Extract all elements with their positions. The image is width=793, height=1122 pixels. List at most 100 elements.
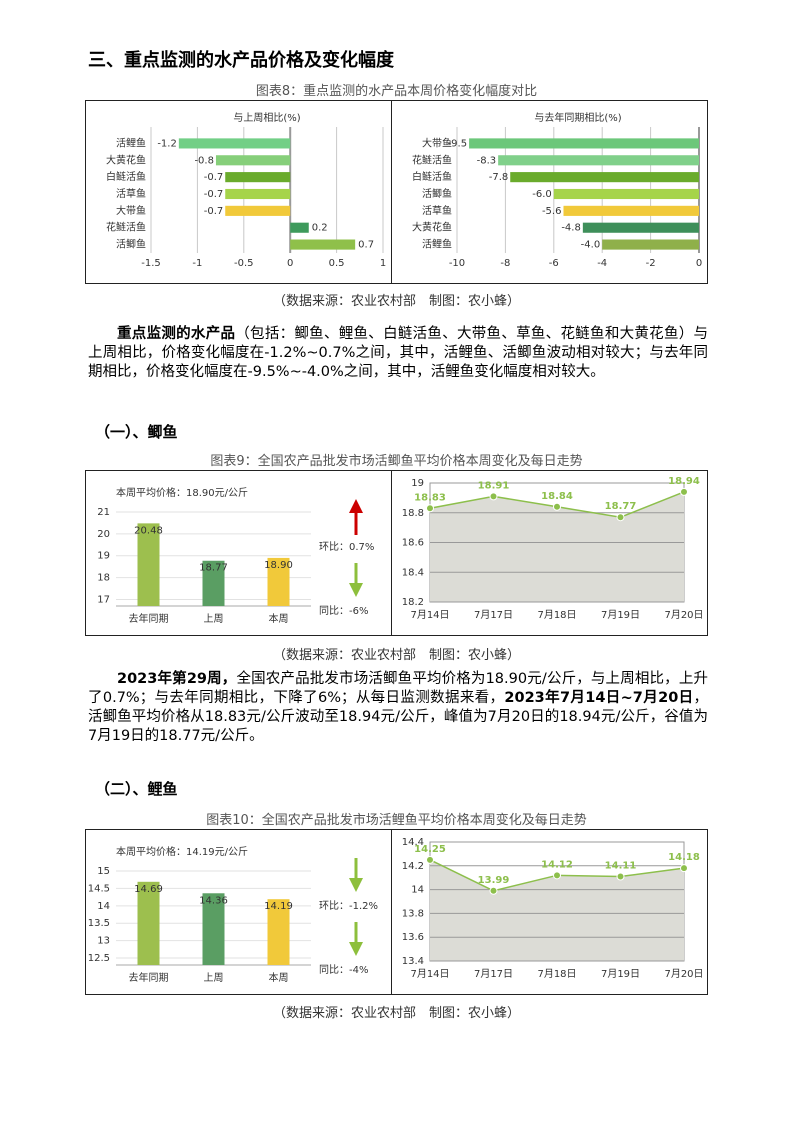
text-run: ，活鲫鱼平均价格从18.83元/公斤波动至18.94元/公斤，峰值为7月20日的… xyxy=(88,690,708,744)
value-label: -9.5 xyxy=(448,138,468,149)
value-label: 18.90 xyxy=(264,560,293,571)
chart: 与上周相比(%) -1.5 -1 -0.5 0 0.5 1 活鲤鱼 -1.2 大黄花鱼 -0.8 白鲢… xyxy=(106,111,386,269)
point xyxy=(489,886,498,895)
value-label: -4.0 xyxy=(581,240,601,251)
x-tick-label: 7月20日 xyxy=(664,968,703,980)
value-label: 14.25 xyxy=(414,844,446,855)
point xyxy=(680,487,688,496)
section-title: （一）、鲫鱼 xyxy=(95,423,178,441)
point xyxy=(616,513,625,522)
bar xyxy=(267,557,290,606)
point xyxy=(680,864,688,873)
x-tick-label: 7月20日 xyxy=(664,609,703,621)
arrow-head xyxy=(349,499,363,513)
y-tick-label: 14 xyxy=(97,901,110,912)
text-run: 重点监测的水产品 xyxy=(117,326,236,342)
arrow-head xyxy=(349,583,363,597)
x-tick-label: 本周 xyxy=(269,612,289,625)
bar xyxy=(553,188,699,200)
x-tick-label: 7月17日 xyxy=(474,968,513,980)
x-tick-label: 7月14日 xyxy=(410,968,449,980)
figure-source: （数据来源：农业农村部 制图：农小蜂） xyxy=(272,294,520,309)
point xyxy=(553,871,561,880)
y-tick-label: 21 xyxy=(97,507,110,518)
point xyxy=(426,504,434,513)
value-label: 20.48 xyxy=(134,525,163,536)
bar xyxy=(498,155,699,166)
arrow-head xyxy=(349,878,363,892)
section-title: （二）、鲤鱼 xyxy=(95,780,178,798)
value-label: -7.8 xyxy=(489,172,509,183)
value-label: 0.2 xyxy=(312,223,328,234)
category-label: 大带鱼 xyxy=(116,204,146,217)
value-label: 14.18 xyxy=(668,852,700,863)
chart: 13.4 13.6 13.8 14 14.2 14.414.25 7月14日 13.99 7月1… xyxy=(391,830,704,994)
bar xyxy=(225,172,291,183)
value-label: 18.84 xyxy=(541,491,573,502)
figure-caption: 图表9：全国农产品批发市场活鲫鱼平均价格本周变化及每日走势 xyxy=(210,454,583,469)
annotation: 同比：-6% xyxy=(319,605,368,617)
figure-box: 与上周相比(%) -1.5 -1 -0.5 0 0.5 1 活鲤鱼 -1.2 大黄花鱼 -0.8 白鲢… xyxy=(85,100,708,284)
x-tick-label: -8 xyxy=(500,258,510,269)
chart-title: 本周平均价格：18.90元/公斤 xyxy=(116,486,248,499)
point xyxy=(553,502,561,511)
heading: 三、重点监测的水产品价格及变化幅度 xyxy=(88,50,394,71)
paragraph: 重点监测的水产品（包括：鲫鱼、鲤鱼、白鲢活鱼、大带鱼、草鱼、花鲢鱼和大黄花鱼）与… xyxy=(88,325,708,382)
value-label: -4.8 xyxy=(561,223,581,234)
x-tick-label: -4 xyxy=(597,258,607,269)
bar xyxy=(469,138,699,149)
y-tick-label: 20 xyxy=(97,529,110,540)
figure-box: 本周平均价格：18.90元/公斤 17 18 19 20 21 20.48 去年同期 18.77… xyxy=(85,470,708,636)
value-label: 14.12 xyxy=(541,859,573,870)
chart: 与去年同期相比(%) -10 -8 -6 -4 -2 0 大带鱼-9.5 花鲢活鱼 -8.3 白鲢活… xyxy=(391,101,702,283)
value-label: -0.7 xyxy=(204,206,224,217)
value-label: 18.91 xyxy=(478,480,510,491)
value-label: -0.8 xyxy=(194,155,214,166)
bar xyxy=(215,155,291,166)
value-label: 18.83 xyxy=(414,492,446,503)
bar xyxy=(602,239,699,250)
x-tick-label: 1 xyxy=(380,258,386,269)
y-tick-label: 14.2 xyxy=(402,861,424,872)
x-tick-label: 7月18日 xyxy=(537,968,576,980)
point xyxy=(426,855,434,864)
x-tick-label: 去年同期 xyxy=(129,612,169,625)
value-label: -1.2 xyxy=(157,138,177,149)
bar xyxy=(225,188,291,200)
text-run: 2023年第29周， xyxy=(117,671,237,687)
bar xyxy=(290,239,356,250)
value-label: 14.19 xyxy=(264,901,293,912)
bar xyxy=(202,893,225,965)
x-tick-label: -1.5 xyxy=(141,258,161,269)
bar xyxy=(510,172,699,183)
paragraph: 2023年第29周，全国农产品批发市场活鲫鱼平均价格为18.90元/公斤，与上周… xyxy=(88,670,708,746)
bar xyxy=(225,205,291,216)
annotation: 环比：0.7% xyxy=(319,541,374,553)
category-label: 白鲢活鱼 xyxy=(106,170,146,183)
x-tick-label: 0 xyxy=(287,258,293,269)
category-label: 活鲫鱼 xyxy=(422,187,452,200)
value-label: 0.7 xyxy=(358,240,374,251)
y-tick-label: 18 xyxy=(97,573,110,584)
category-label: 花鲢活鱼 xyxy=(412,153,452,166)
x-tick-label: -10 xyxy=(449,258,465,269)
value-label: 14.11 xyxy=(605,861,637,872)
category-label: 大黄花鱼 xyxy=(106,153,146,166)
value-label: -5.6 xyxy=(542,206,562,217)
text-run: 2023年7月14日~7月20日 xyxy=(504,690,694,706)
x-tick-label: 去年同期 xyxy=(129,971,169,984)
y-tick-label: 18.6 xyxy=(402,538,424,549)
value-label: 13.99 xyxy=(478,875,510,886)
y-tick-label: 18.8 xyxy=(402,508,424,519)
bar xyxy=(563,205,699,216)
x-tick-label: -1 xyxy=(192,258,202,269)
y-tick-label: 19 xyxy=(97,551,110,562)
bar xyxy=(290,222,309,233)
x-tick-label: -2 xyxy=(646,258,656,269)
arrow-head xyxy=(349,942,363,956)
bar xyxy=(267,899,290,965)
value-label: -8.3 xyxy=(477,155,497,166)
y-tick-label: 19 xyxy=(411,478,424,489)
x-tick-label: -6 xyxy=(549,258,559,269)
figure-box: 本周平均价格：14.19元/公斤 12.5 13 13.5 14 14.5 15 14.69 去… xyxy=(85,829,708,995)
